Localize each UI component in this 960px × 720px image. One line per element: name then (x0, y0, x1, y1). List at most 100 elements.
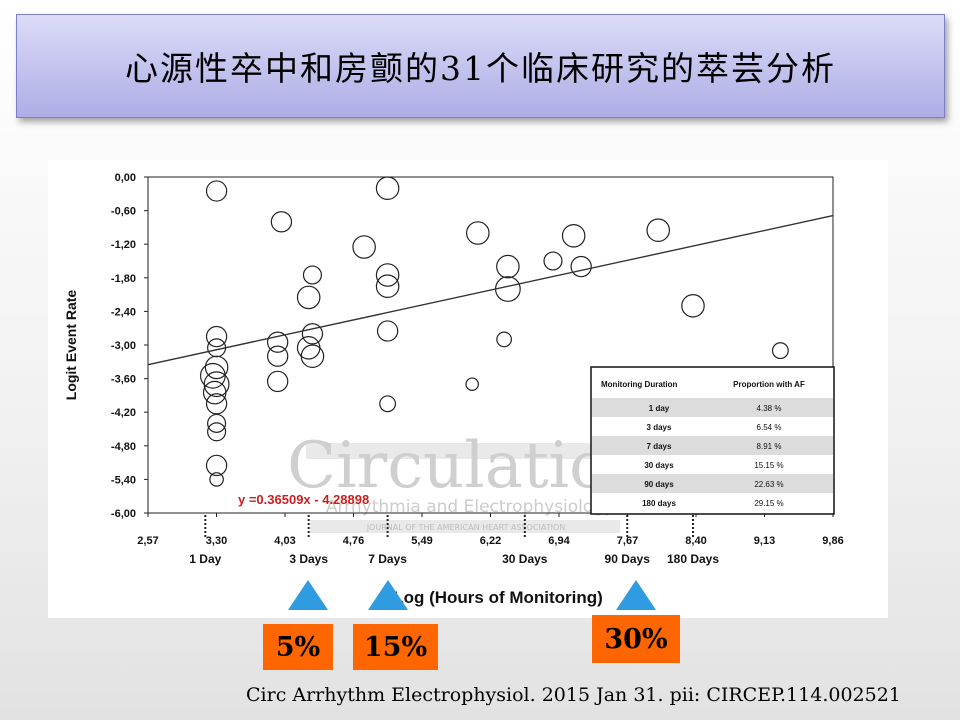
x-tick-label: 3,30 (206, 535, 227, 547)
chart-axes: 0,00 -0,60 -1,20 -1,80 -2,40 -3,00 -3,60 -4,20 -… (63, 172, 844, 607)
study-bubble (204, 355, 229, 380)
study-bubble (302, 265, 322, 285)
y-tick-label: -1,20 (111, 239, 136, 251)
study-bubble (296, 285, 321, 310)
table-cell: 7 days (647, 442, 672, 451)
chart-points (199, 176, 789, 487)
table-cell: 4.38 % (757, 404, 782, 413)
duration-label: 1 Day (189, 552, 221, 566)
study-bubble (379, 395, 397, 413)
x-tick-label: 8,40 (685, 535, 706, 547)
study-bubble (375, 274, 400, 298)
study-bubble (270, 211, 293, 233)
study-bubble (209, 472, 224, 487)
slide-title: 心源性卒中和房颤的31个临床研究的萃芸分析 (125, 49, 836, 88)
y-tick-label: -6,00 (111, 508, 136, 520)
study-bubble (496, 254, 520, 279)
y-tick-label: -3,00 (111, 340, 136, 352)
callout-percentage: 5% (263, 624, 333, 670)
watermark-subtitle: Arrhythmia and Electrophysiology (326, 497, 614, 517)
y-tick-label: -5,40 (111, 474, 136, 486)
table-header: Proportion with AF (733, 380, 805, 389)
table-cell: 22.63 % (754, 480, 783, 489)
y-tick-label: -4,80 (111, 441, 136, 453)
study-bubble (207, 413, 227, 433)
study-bubble (205, 454, 228, 477)
study-bubble (570, 255, 592, 278)
study-bubble (300, 344, 325, 368)
study-bubble (646, 218, 671, 242)
x-tick-label: 2,57 (137, 535, 158, 547)
table-cell: 6.54 % (757, 423, 782, 432)
duration-label: 3 Days (289, 552, 328, 566)
study-bubble (205, 180, 228, 202)
table-cell: 180 days (642, 499, 676, 508)
callout-percentage: 15% (353, 624, 438, 670)
table-cell: 90 days (644, 480, 674, 489)
regression-layer: y =0.36509x - 4.28898 (147, 214, 834, 507)
table-cell: 30 days (644, 461, 674, 470)
x-tick-label: 6,94 (548, 535, 570, 547)
y-tick-label: -4,20 (111, 407, 136, 419)
arrow-up-icon (368, 580, 408, 610)
study-bubble (771, 342, 789, 360)
study-bubble (352, 235, 376, 259)
x-tick-label: 7,67 (617, 535, 638, 547)
study-bubble (376, 320, 399, 342)
chart-panel: Circulation Arrhythmia and Electrophysiol… (48, 160, 888, 618)
table-cell: 3 days (647, 423, 672, 432)
table-header: Monitoring Duration (601, 380, 678, 389)
study-bubble (207, 422, 227, 442)
study-bubble (203, 371, 230, 398)
duration-label: 7 Days (368, 552, 407, 566)
study-bubble (301, 323, 324, 345)
x-tick-label: 5,49 (411, 535, 432, 547)
watermark-tagline: JOURNAL OF THE AMERICAN HEART ASSOCIATIO… (366, 523, 566, 532)
study-bubble (202, 380, 227, 405)
x-tick-label: 9,86 (822, 535, 843, 547)
watermark-band (306, 443, 626, 459)
study-bubble (266, 331, 289, 353)
watermark-title: Circulation (287, 429, 649, 503)
af-proportion-table: Monitoring Duration Proportion with AF 1 d… (590, 366, 835, 515)
slide-title-box: 心源性卒中和房颤的31个临床研究的萃芸分析 (16, 14, 945, 118)
study-bubble (496, 331, 513, 348)
x-tick-label: 4,03 (274, 535, 295, 547)
table-row-shade (592, 474, 833, 493)
study-bubble (465, 377, 479, 391)
table-cell: 8.91 % (757, 442, 782, 451)
study-bubble (543, 251, 563, 271)
arrow-up-icon (616, 580, 656, 610)
regression-line (147, 214, 834, 366)
callout-percentage: 30% (592, 615, 680, 663)
x-tick-label: 6,22 (480, 535, 501, 547)
duration-label: 30 Days (502, 552, 548, 566)
duration-label: 180 Days (667, 552, 719, 566)
x-tick-label: 4,76 (343, 535, 364, 547)
table-cell: 1 day (649, 404, 670, 413)
table-cell: 15.15 % (754, 461, 783, 470)
y-tick-label: -3,60 (111, 374, 136, 386)
study-bubble (466, 221, 490, 245)
study-bubble (375, 176, 400, 200)
x-axis-title: Log (Hours of Monitoring) (393, 588, 603, 607)
y-axis-title: Logit Event Rate (63, 290, 79, 401)
citation-text: Circ Arrhythm Electrophysiol. 2015 Jan 3… (246, 684, 901, 706)
study-bubble (266, 345, 289, 367)
study-bubble (681, 294, 705, 318)
arrow-up-icon (288, 580, 328, 610)
study-bubble (266, 370, 289, 393)
x-tick-label: 9,13 (754, 535, 775, 547)
y-tick-label: -0,60 (111, 206, 136, 218)
study-bubble (205, 325, 228, 348)
y-tick-label: -2,40 (111, 306, 136, 318)
table-row-shade (592, 436, 833, 455)
study-bubble (561, 224, 586, 248)
regression-equation: y =0.36509x - 4.28898 (238, 492, 369, 507)
table-cell: 29.15 % (754, 499, 783, 508)
y-tick-label: -1,80 (111, 273, 136, 285)
study-bubble (375, 263, 400, 287)
y-tick-label: 0,00 (115, 172, 136, 184)
duration-label: 90 Days (605, 552, 651, 566)
